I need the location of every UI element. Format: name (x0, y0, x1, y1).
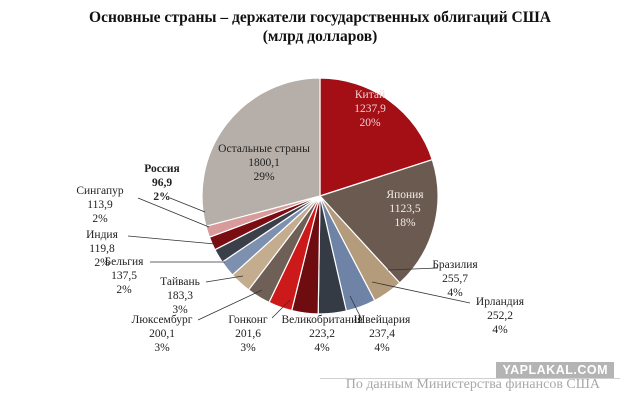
slice-label-13: Остальные страны 1800,1 29% (218, 143, 310, 183)
slice-label-name: Ирландия (476, 296, 525, 308)
slice-label-value: 137,5 (111, 270, 137, 282)
slice-label-value: 1800,1 (248, 157, 280, 169)
slice-label-pct: 4% (447, 287, 463, 299)
leader-line-10 (127, 235, 216, 245)
slice-label-pct: 20% (359, 117, 381, 129)
slice-label-3: Ирландия 252,2 4% (476, 296, 525, 336)
slice-label-name: Тайвань (160, 276, 200, 288)
leader-line-2 (387, 267, 439, 271)
slice-label-value: 1123,5 (389, 203, 420, 215)
slice-label-name: Япония (386, 189, 424, 201)
slice-label-4: Швейцария 237,4 4% (354, 314, 411, 354)
slice-label-pct: 4% (374, 342, 390, 354)
slice-label-pct: 2% (153, 191, 170, 203)
slice-label-pct: 4% (314, 342, 330, 354)
slice-label-value: 237,4 (369, 328, 395, 340)
slice-label-value: 1237,9 (354, 103, 386, 115)
slice-label-pct: 18% (394, 217, 416, 229)
pie-slice-13 (201, 77, 321, 227)
watermark-underline (320, 378, 620, 379)
slice-label-name: Сингапур (76, 185, 124, 197)
slice-label-1: Япония 1123,5 18% (386, 189, 424, 229)
slice-label-12: Россия 96,9 2% (144, 163, 180, 203)
slice-label-pct: 2% (94, 257, 110, 269)
slice-label-7: Люксембург 200,1 3% (132, 314, 193, 354)
leader-line-4 (349, 295, 363, 321)
slice-label-pct: 3% (240, 342, 256, 354)
leader-line-7 (197, 289, 263, 321)
slice-label-value: 96,9 (152, 177, 172, 189)
watermark: YAPLAKAL.COM (496, 362, 614, 378)
slice-label-value: 201,6 (235, 328, 261, 340)
slice-label-name: Швейцария (354, 314, 411, 326)
slice-label-name: Китай (355, 89, 385, 101)
leader-line-3 (371, 281, 471, 304)
slice-label-pct: 29% (253, 171, 275, 183)
leader-line-8 (205, 275, 244, 283)
slice-label-8: Тайвань 183,3 3% (160, 276, 200, 316)
chart-title-line2: (млрд долларов) (262, 28, 378, 45)
slice-label-pct: 3% (172, 304, 188, 316)
slice-label-value: 255,7 (442, 273, 468, 285)
leader-line-6 (271, 299, 291, 319)
slice-label-6: Гонконг 201,6 3% (228, 314, 267, 354)
leader-line-12 (169, 197, 206, 213)
slice-label-2: Бразилия 255,7 4% (432, 259, 478, 299)
slice-label-name: Великобритания (281, 314, 363, 326)
slice-label-10: Индия 119,8 2% (86, 229, 118, 269)
slice-label-value: 252,2 (487, 310, 513, 322)
slice-label-pct: 4% (492, 324, 508, 336)
slice-label-pct: 3% (154, 342, 170, 354)
slice-label-name: Бельгия (105, 256, 145, 268)
slice-label-value: 200,1 (149, 328, 175, 340)
source-note: По данным Министерства финансов США (345, 377, 600, 392)
slice-label-name: Бразилия (432, 259, 478, 271)
slice-label-0: Китай 1237,9 20% (354, 89, 386, 129)
slice-label-value: 183,3 (167, 290, 193, 302)
slice-label-name: Люксембург (132, 314, 193, 326)
slice-label-5: Великобритания 223,2 4% (281, 314, 363, 354)
slice-label-pct: 2% (116, 284, 132, 296)
slice-label-name: Гонконг (228, 314, 267, 326)
slice-label-name: Остальные страны (218, 143, 310, 155)
leader-line-11 (137, 197, 210, 228)
pie-slice-0 (319, 77, 434, 197)
slice-label-pct: 2% (92, 213, 108, 225)
chart-title: Основные страны – держатели государствен… (0, 8, 640, 46)
slice-label-value: 113,9 (87, 199, 113, 211)
chart-title-line1: Основные страны – держатели государствен… (89, 9, 551, 26)
pie-slice-1 (318, 158, 439, 284)
slice-label-name: Индия (86, 229, 118, 241)
slice-label-9: Бельгия 137,5 2% (105, 256, 145, 296)
slice-label-name: Россия (144, 163, 180, 175)
slice-label-11: Сингапур 113,9 2% (76, 185, 124, 225)
slice-label-value: 223,2 (309, 328, 335, 340)
slice-label-value: 119,8 (89, 243, 115, 255)
